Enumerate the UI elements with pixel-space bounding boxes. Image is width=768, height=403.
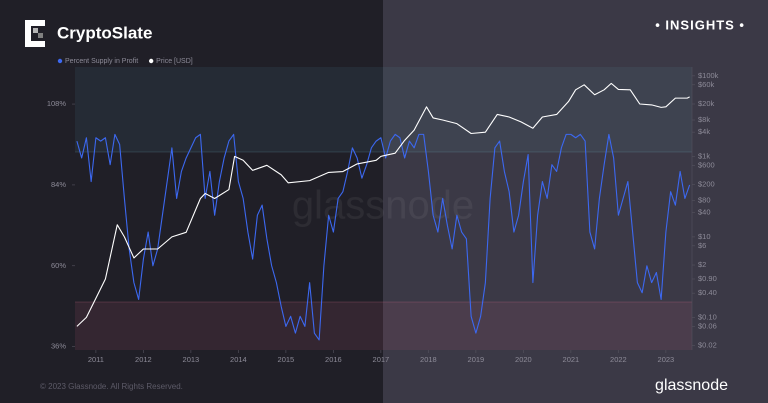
y2-tick-label: $0.02: [698, 341, 717, 350]
y2-tick-label: $1k: [698, 151, 710, 160]
y2-tick-label: $0.06: [698, 321, 717, 330]
y-tick-label: 36%: [51, 342, 66, 351]
x-tick-label: 2011: [88, 355, 104, 364]
y-tick-label: 84%: [51, 180, 66, 189]
y2-tick-label: $2: [698, 260, 706, 269]
legend-swatch: [148, 58, 154, 64]
y2-tick-label: $0.10: [698, 312, 717, 321]
upper-band: [75, 67, 692, 152]
y2-tick-label: $40: [698, 208, 711, 217]
y2-tick-label: $6: [698, 241, 706, 250]
legend-swatch: [57, 58, 63, 64]
y-tick-label: 60%: [51, 261, 66, 270]
y2-tick-label: $80: [698, 196, 711, 205]
legend: Percent Supply in Profit Price [USD]: [57, 58, 193, 65]
right-panel: [383, 0, 768, 403]
y2-tick-label: $20k: [698, 99, 715, 108]
x-tick-label: 2013: [183, 355, 200, 364]
x-tick-label: 2019: [468, 355, 485, 364]
x-tick-label: 2023: [658, 355, 675, 364]
y2-tick-label: $0.40: [698, 288, 717, 297]
brand: CryptoSlate: [57, 23, 152, 42]
y2-tick-label: $100k: [698, 71, 719, 80]
lower-band: [75, 302, 692, 350]
series-line: [76, 82, 690, 327]
x-tick-label: 2012: [135, 355, 152, 364]
legend-label: Price [USD]: [156, 58, 193, 65]
y2-tick-label: $10: [698, 232, 711, 241]
x-tick-label: 2022: [610, 355, 627, 364]
x-tick-label: 2015: [278, 355, 295, 364]
x-tick-label: 2021: [563, 355, 580, 364]
legend-label: Percent Supply in Profit: [65, 58, 138, 65]
y-tick-label: 108%: [47, 99, 67, 108]
badge: • INSIGHTS •: [655, 17, 745, 32]
y2-tick-label: $200: [698, 179, 715, 188]
x-tick-label: 2016: [325, 355, 342, 364]
plot: 2011 2012 2013 2014 2015 2016 2017 2018 2019 2020…: [47, 67, 719, 364]
y2-tick-label: $4k: [698, 127, 710, 136]
y2-tick-label: $8k: [698, 115, 710, 124]
y2-tick-label: $600: [698, 160, 715, 169]
series-line: [76, 133, 691, 341]
y2-tick-label: $60k: [698, 80, 715, 89]
y2-tick-label: $0.90: [698, 274, 717, 283]
x-tick-label: 2014: [230, 355, 247, 364]
x-tick-label: 2018: [420, 355, 437, 364]
footer-logo: glassnode: [655, 377, 728, 394]
copyright: © 2023 Glassnode. All Rights Reserved.: [40, 382, 183, 391]
x-tick-label: 2017: [373, 355, 390, 364]
logo-icon: [25, 20, 45, 47]
x-tick-label: 2020: [515, 355, 532, 364]
